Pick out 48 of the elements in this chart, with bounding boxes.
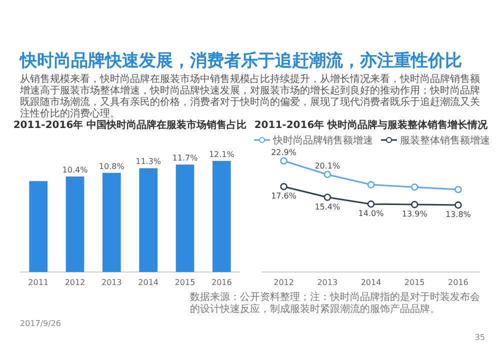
text: 2017/9/26 bbox=[20, 319, 62, 328]
x-tick-label: 2015 bbox=[404, 278, 425, 287]
bar bbox=[66, 176, 84, 272]
chart-title: 2011-2016年 快时尚品牌与服装整体销售增长情况 bbox=[254, 119, 489, 131]
legend-label: 快时尚品牌销售额增速 bbox=[272, 134, 373, 146]
x-tick-label: 2014 bbox=[360, 278, 382, 287]
bar bbox=[212, 160, 231, 272]
data-label: 15.4% bbox=[314, 202, 340, 212]
x-tick-label: 2013 bbox=[101, 278, 122, 287]
data-label: 10.4% bbox=[62, 166, 88, 174]
x-tick-label: 2014 bbox=[138, 278, 159, 287]
bar bbox=[139, 168, 158, 272]
text: 快时尚品牌快速发展，消费者乐于追赶潮流，亦注重性价比 bbox=[19, 51, 462, 71]
text: 从销售规模来看，快时尚品牌在服装市场中销售规模占比持续提升，从增长情况来看，快时尚品牌销售额增速高于服装市场整体增速，快时尚品牌快速发展，对服装市场的增长起到良好的推动作用；快时尚品牌既跟随市场潮流，又具有亲民的价格，消费者对于快时尚的偏爱，展现了现代消费者既乐于追赶潮流又关注性价比的消费心理。 bbox=[19, 73, 480, 120]
point bbox=[280, 182, 288, 190]
bar bbox=[176, 164, 194, 272]
point bbox=[324, 170, 332, 178]
data-label: 10.8% bbox=[98, 162, 125, 171]
x-tick-label: 2016 bbox=[448, 278, 468, 287]
data-label: 14.0% bbox=[358, 209, 384, 218]
x-tick-label: 2015 bbox=[174, 278, 196, 287]
x-tick-label: 2016 bbox=[211, 278, 232, 287]
point bbox=[324, 194, 332, 201]
data-label: 13.8% bbox=[445, 210, 472, 220]
bar bbox=[29, 181, 48, 272]
data-label: 11.3% bbox=[136, 157, 162, 166]
bar bbox=[102, 172, 121, 272]
x-tick-label: 2012 bbox=[274, 278, 294, 287]
x-tick-label: 2011 bbox=[28, 278, 49, 287]
point bbox=[410, 200, 418, 208]
x-tick-label: 2012 bbox=[64, 278, 86, 287]
legend-label: 服装整体销售额增速 bbox=[400, 134, 490, 146]
point bbox=[280, 157, 288, 165]
point bbox=[454, 201, 462, 209]
point bbox=[454, 186, 462, 194]
text: 35 bbox=[474, 333, 485, 342]
data-label: 22.9% bbox=[271, 148, 297, 157]
data-label: 17.6% bbox=[271, 192, 297, 201]
point bbox=[410, 183, 418, 191]
point bbox=[367, 181, 375, 188]
source-note: 数据来源：公开资料整理；注：快时尚品牌指的是对于时装发布会的设计快速反应，制成服装时紧跟潮流的服饰产品品牌。 bbox=[190, 291, 480, 315]
data-label: 13.9% bbox=[402, 210, 428, 219]
chart-title: 2011-2016年 中国快时尚品牌在服装市场销售占比 bbox=[13, 119, 247, 131]
x-tick-label: 2013 bbox=[317, 278, 338, 287]
point bbox=[367, 200, 375, 208]
data-label: 20.1% bbox=[314, 161, 340, 170]
data-label: 11.7% bbox=[172, 154, 198, 163]
data-label: 12.1% bbox=[208, 150, 235, 159]
